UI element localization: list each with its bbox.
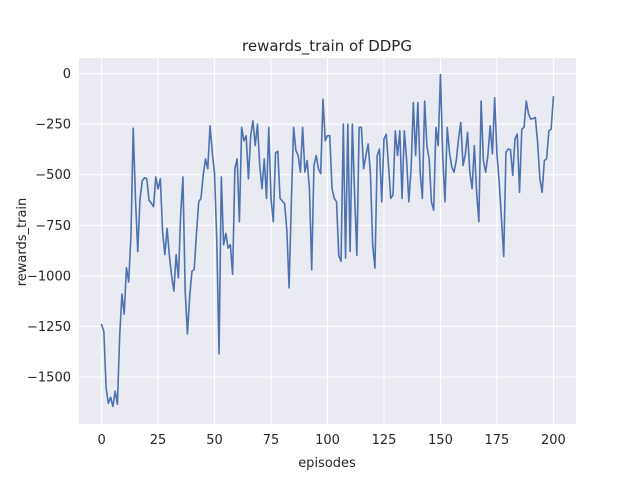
y-axis-label: rewards_train [15, 198, 30, 287]
y-tick-label: −250 [35, 118, 71, 133]
y-tick-label: −1500 [27, 371, 71, 386]
x-tick-label: 100 [315, 433, 340, 448]
x-tick-labels: 0 25 50 75 100 125 150 175 200 [97, 433, 565, 448]
chart-title: rewards_train of DDPG [242, 37, 412, 56]
x-tick-label: 50 [206, 433, 223, 448]
x-tick-label: 200 [541, 433, 566, 448]
y-tick-label: 0 [63, 67, 71, 82]
x-tick-label: 25 [150, 433, 167, 448]
y-tick-label: −1250 [27, 320, 71, 335]
y-tick-label: −500 [35, 168, 71, 183]
x-tick-label: 75 [263, 433, 280, 448]
x-tick-label: 150 [428, 433, 453, 448]
series-group [100, 73, 555, 408]
reward-line [100, 73, 555, 408]
x-tick-label: 175 [485, 433, 510, 448]
x-tick-label: 0 [97, 433, 105, 448]
x-tick-label: 125 [372, 433, 397, 448]
y-tick-labels: 0 −250 −500 −750 −1000 −1250 −1500 [27, 67, 71, 385]
x-axis-label: episodes [298, 456, 356, 471]
y-tick-label: −1000 [27, 269, 71, 284]
y-tick-label: −750 [35, 219, 71, 234]
